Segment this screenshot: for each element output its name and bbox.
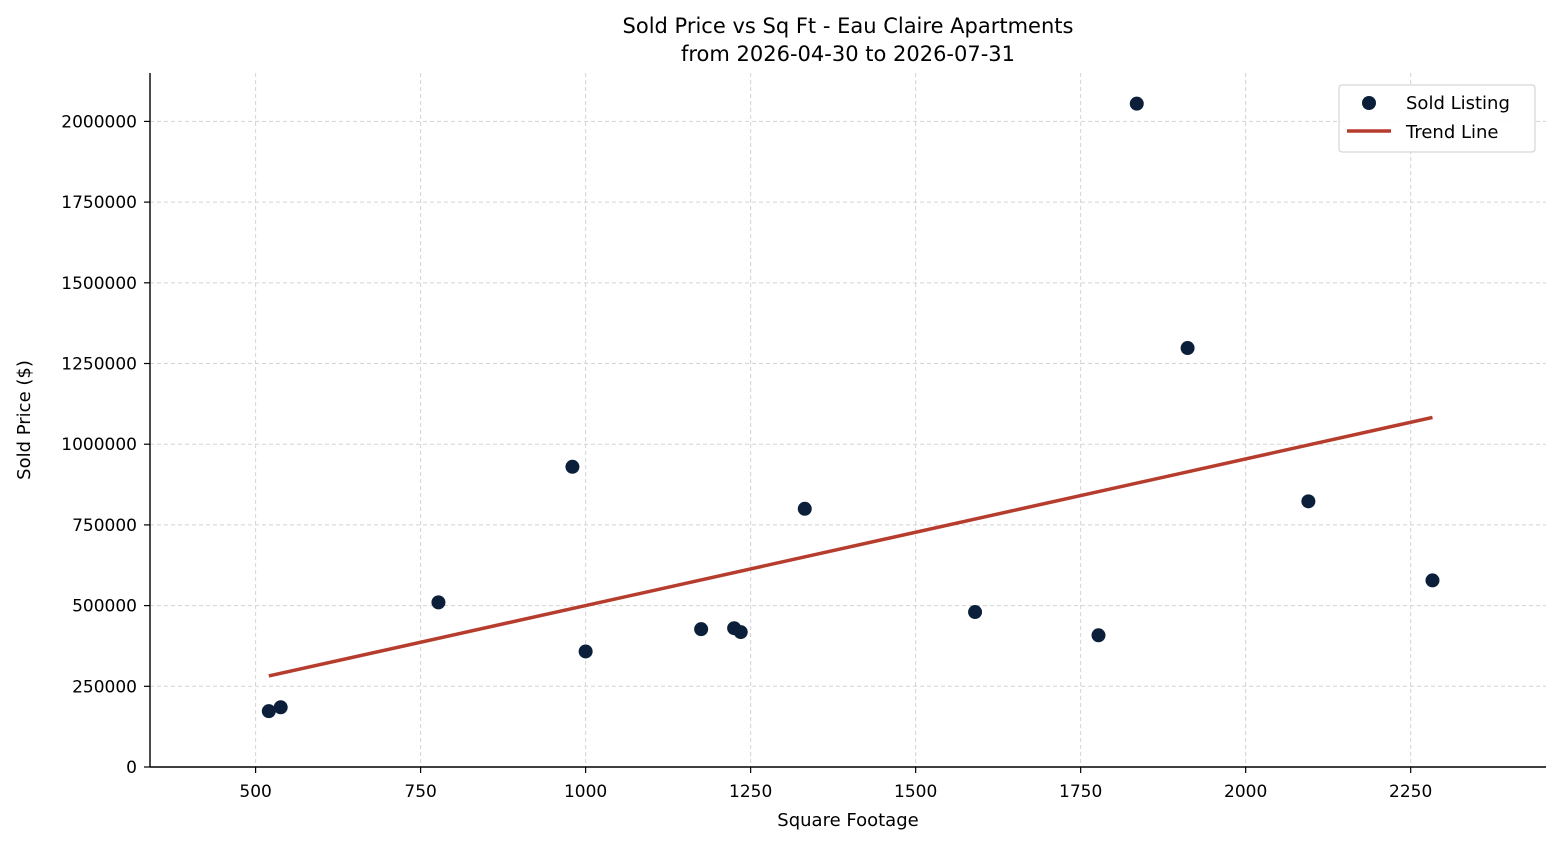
data-point <box>261 704 276 719</box>
legend: Sold Listing Trend Line <box>1338 84 1536 153</box>
x-tick-label: 1500 <box>894 782 937 802</box>
y-tick-label: 750000 <box>72 516 137 536</box>
y-tick-label: 0 <box>126 758 137 778</box>
chart-title: Sold Price vs Sq Ft - Eau Claire Apartme… <box>623 14 1074 38</box>
data-point <box>1129 96 1144 111</box>
y-tick-label: 1000000 <box>61 435 137 455</box>
trend-line <box>268 415 1433 678</box>
y-ticks: 0 250000 500000 750000 1000000 1250000 1500000… <box>61 112 150 778</box>
legend-box <box>1338 84 1536 153</box>
legend-label-sold-listing: Sold Listing <box>1406 93 1510 114</box>
x-tick-label: 1000 <box>564 782 607 802</box>
data-point <box>578 644 593 659</box>
data-point <box>694 622 709 637</box>
y-tick-label: 1750000 <box>61 193 137 213</box>
y-tick-label: 500000 <box>72 597 137 617</box>
y-tick-label: 2000000 <box>61 112 137 132</box>
y-tick-label: 1250000 <box>61 355 137 375</box>
x-ticks: 500 750 1000 1250 1500 1750 2000 2250 <box>239 767 1432 802</box>
data-point <box>797 501 812 516</box>
grid <box>150 73 1546 768</box>
data-point <box>733 625 748 640</box>
legend-marker-sold-listing <box>1362 96 1376 110</box>
data-point <box>1180 341 1195 356</box>
data-point <box>1301 494 1316 509</box>
data-point <box>1091 628 1106 643</box>
data-point <box>565 459 580 474</box>
data-point <box>1425 573 1440 588</box>
data-point <box>273 700 288 715</box>
x-tick-label: 750 <box>404 782 436 802</box>
data-point <box>968 605 983 620</box>
trend-layer <box>268 415 1433 678</box>
x-tick-label: 2000 <box>1224 782 1267 802</box>
points-layer <box>261 96 1440 719</box>
legend-label-trend-line: Trend Line <box>1405 122 1499 143</box>
x-axis-label: Square Footage <box>777 810 918 831</box>
x-tick-label: 2250 <box>1389 782 1432 802</box>
chart-subtitle: from 2026-04-30 to 2026-07-31 <box>681 42 1015 66</box>
y-tick-label: 1500000 <box>61 274 137 294</box>
data-point <box>431 595 446 610</box>
y-axis-label: Sold Price ($) <box>14 360 35 480</box>
x-tick-label: 500 <box>239 782 271 802</box>
x-tick-label: 1750 <box>1059 782 1102 802</box>
y-tick-label: 250000 <box>72 677 137 697</box>
x-tick-label: 1250 <box>729 782 772 802</box>
